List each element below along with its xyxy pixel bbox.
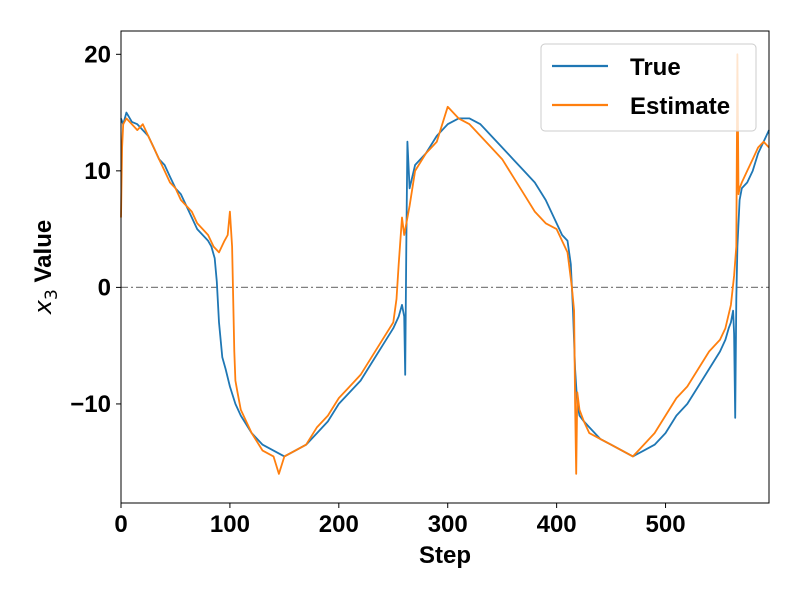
legend-label-true: True (630, 54, 681, 81)
plot-frame (120, 30, 770, 504)
y-tick-label: −10 (70, 391, 111, 418)
legend: True Estimate (540, 43, 757, 132)
y-axis-label-suffix: Value (30, 220, 57, 289)
x-tick-label: 100 (210, 511, 250, 538)
x-tick-label: 500 (646, 511, 686, 538)
y-axis-label: x3 Value (29, 220, 62, 315)
series-line-true (120, 111, 770, 458)
x-tick-label: 400 (537, 511, 577, 538)
series-line-estimate (120, 53, 770, 475)
y-axis-label-sub: 3 (42, 289, 62, 300)
x-tick-label: 300 (428, 511, 468, 538)
x-axis-label: Step (419, 542, 471, 569)
x-tick-label: 0 (114, 511, 127, 538)
x-tick-label: 200 (319, 511, 359, 538)
y-tick-label: 10 (84, 158, 111, 185)
y-tick-label: 20 (84, 41, 111, 68)
legend-label-estimate: Estimate (630, 93, 730, 120)
y-tick-label: 0 (98, 274, 111, 301)
y-axis-label-var: x (29, 299, 57, 315)
